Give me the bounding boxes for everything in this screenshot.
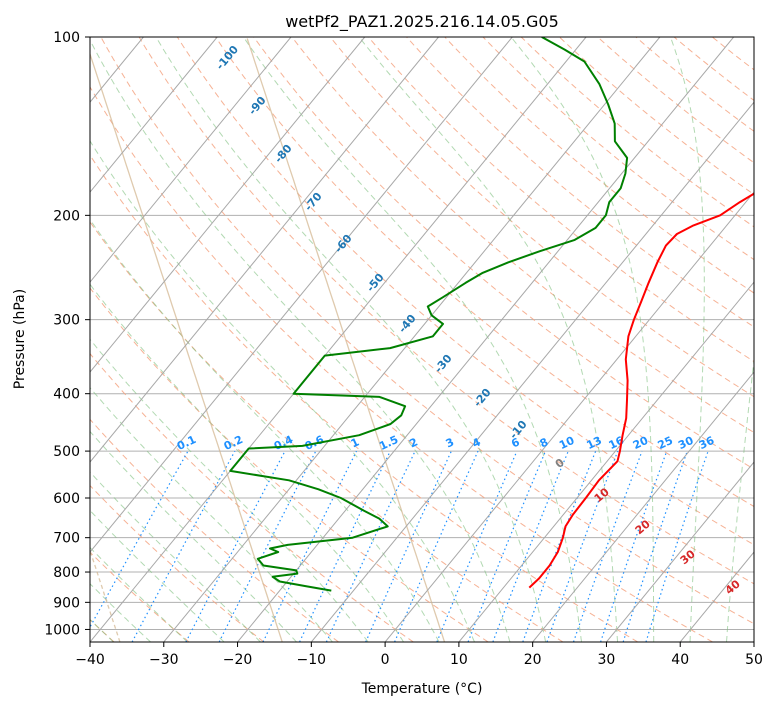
mixing-ratio-line [262, 450, 358, 642]
moist-adiabat [726, 355, 754, 642]
y-tick-label: 900 [53, 595, 80, 611]
dry-adiabat [176, 37, 754, 546]
moist-adiabat [510, 37, 655, 642]
y-tick-label: 200 [53, 208, 80, 224]
y-tick-label: 100 [53, 30, 80, 46]
moist-adiabat [358, 37, 618, 642]
x-tick-label: 40 [671, 652, 689, 668]
isotherm-line [163, 37, 661, 642]
isotherm-line [310, 101, 754, 642]
isotherm-line [90, 37, 366, 373]
moist-adiabat [90, 140, 475, 642]
mixing-ratio-line [600, 450, 668, 642]
isotherm-line [90, 37, 513, 553]
isotherm-line [606, 461, 754, 642]
dewpoint-profile-line [229, 37, 629, 592]
dry-adiabat [90, 287, 489, 642]
profiles [229, 37, 754, 592]
dry-adiabat [482, 37, 754, 261]
dry-adiabat [559, 37, 754, 196]
mixing-ratio-line [492, 450, 569, 642]
x-tick-label: 10 [450, 652, 468, 668]
lcl-curve-line [246, 38, 446, 642]
moist-adiabat [155, 37, 547, 642]
x-axis-title: Temperature (°C) [361, 681, 483, 697]
dry-adiabat [90, 221, 564, 642]
y-tick-label: 700 [53, 531, 80, 547]
x-tick-label: −30 [149, 652, 179, 668]
mixing-ratio-line [622, 450, 688, 642]
lcl-curve-line [90, 52, 283, 642]
moist-adiabat [90, 546, 188, 642]
moist-adiabats [90, 37, 754, 642]
moist-adiabat [90, 39, 511, 642]
isotherm-line [90, 37, 587, 642]
moist-adiabat [90, 218, 440, 642]
mixing-ratio-label: 25 [656, 434, 675, 452]
isotherms [90, 37, 754, 642]
isotherm-line [90, 37, 218, 193]
dry-adiabat [215, 37, 754, 508]
x-tick-label: 30 [598, 652, 616, 668]
y-tick-label: 600 [53, 491, 80, 507]
x-tick-label: 50 [745, 652, 763, 668]
dry-adiabat [597, 37, 754, 164]
x-tick-label: 0 [381, 652, 390, 668]
dry-adiabat [90, 484, 265, 642]
dry-adiabat [520, 37, 754, 228]
y-tick-label: 500 [53, 444, 80, 460]
y-tick-label: 400 [53, 387, 80, 403]
dry-adiabat [100, 37, 754, 625]
mixing-ratio-line [325, 450, 416, 642]
isotherm-line [532, 371, 754, 642]
mixing-ratio-label: 13 [584, 434, 603, 452]
dry-adiabat [329, 37, 754, 398]
isotherm-line [384, 191, 754, 642]
moist-adiabat [90, 283, 405, 642]
x-tick-label: −10 [297, 652, 327, 668]
isotherm-line [90, 37, 439, 463]
x-tick-label: −20 [223, 652, 253, 668]
dry-adiabat [138, 37, 754, 585]
x-axis: −40 −30 −20 −10 0 10 20 30 40 50 [75, 642, 763, 668]
moist-adiabat [90, 386, 333, 642]
isotherm-line [458, 281, 754, 642]
dry-adiabat [368, 37, 754, 363]
chart-title: wetPf2_PAZ1.2025.216.14.05.G05 [285, 12, 559, 32]
dry-adiabats [90, 37, 754, 642]
dry-adiabat [90, 418, 339, 642]
plot-frame [89, 36, 755, 643]
x-tick-label: 20 [524, 652, 542, 668]
y-tick-label: 1000 [44, 622, 80, 638]
moist-adiabat [90, 509, 225, 642]
mixing-ratio-line [522, 450, 597, 642]
y-tick-label: 800 [53, 565, 80, 581]
moist-adiabat [90, 338, 369, 642]
mixing-ratio-line [299, 450, 391, 642]
moist-adiabat [670, 37, 705, 642]
dry-adiabat [90, 86, 713, 642]
y-axis: 1000 900 800 700 600 500 400 300 200 100 [44, 30, 90, 638]
lcl-curve [90, 38, 446, 642]
mixing-ratio-label: 20 [631, 434, 651, 452]
moist-adiabat [90, 471, 261, 642]
mixing-ratio-label: 10 [557, 434, 577, 452]
temperature-profile-line [528, 192, 754, 589]
mixing-ratio-label: 30 [676, 434, 696, 452]
isotherm-line [90, 37, 292, 283]
dry-adiabat [90, 154, 639, 642]
mixing-ratio-label: 36 [697, 434, 717, 452]
x-tick-label: −40 [75, 652, 105, 668]
y-tick-label: 300 [53, 313, 80, 329]
dry-adiabat [253, 37, 754, 470]
y-axis-title: Pressure (hPa) [12, 289, 28, 389]
moist-adiabat [242, 37, 582, 642]
